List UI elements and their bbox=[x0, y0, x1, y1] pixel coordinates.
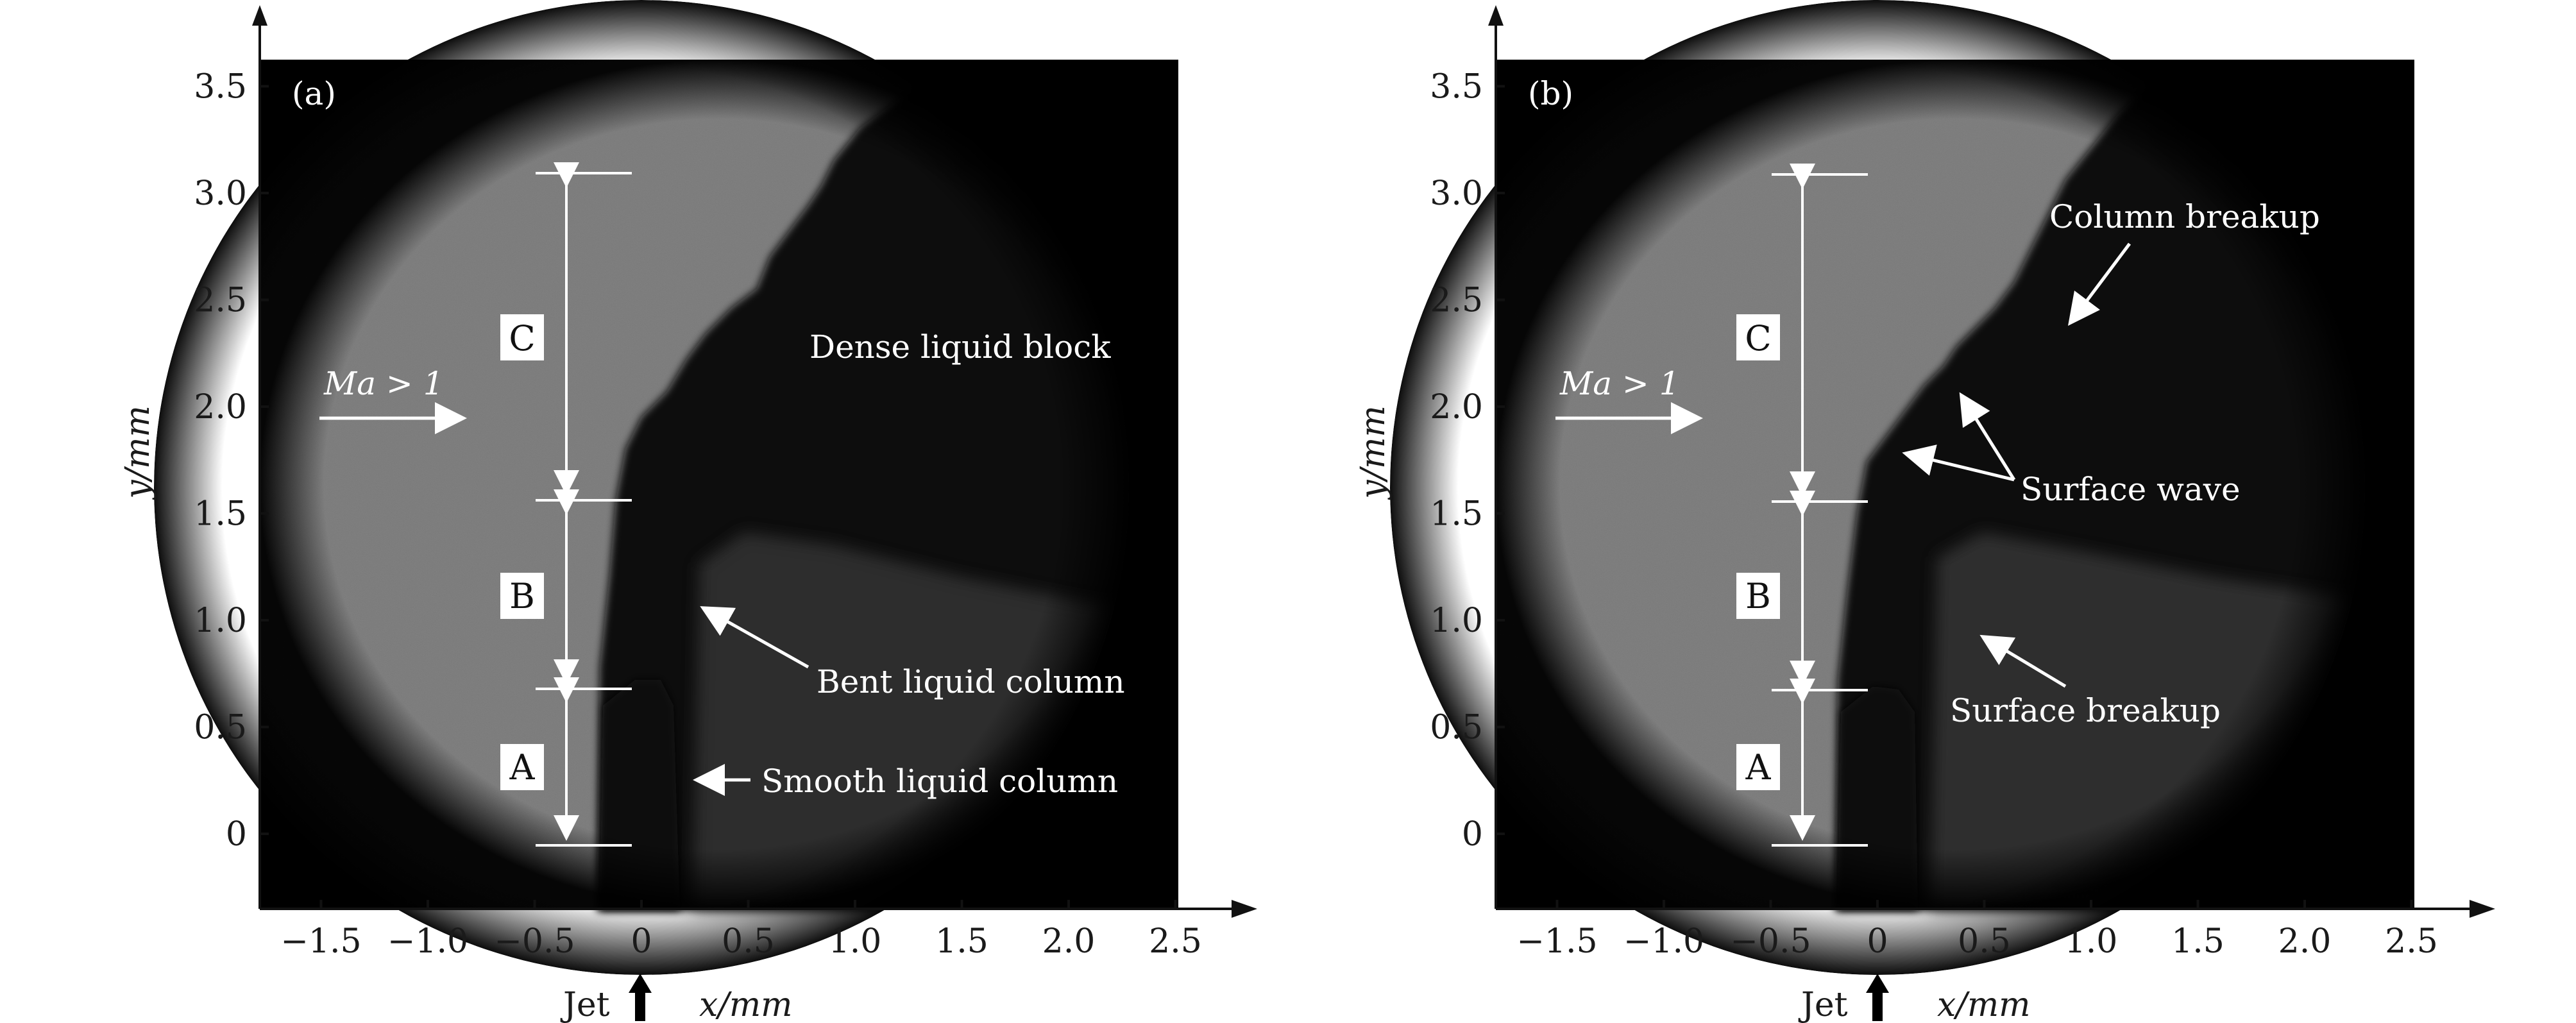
x-tick-label: −1.5 bbox=[1516, 922, 1597, 961]
x-tick-label: 0 bbox=[1867, 922, 1888, 961]
y-ticks-a: 0 0.5 1.0 1.5 2.0 2.5 3.0 3.5 bbox=[194, 68, 269, 854]
y-tick-label: 1.0 bbox=[1430, 602, 1483, 640]
flow-label-b: Ma > 1 bbox=[1559, 365, 1680, 402]
zone-bracket-a bbox=[536, 162, 632, 847]
arrow-column-breakup bbox=[2068, 242, 2131, 326]
svg-text:A: A bbox=[1745, 747, 1772, 788]
y-tick-label: 0 bbox=[226, 815, 247, 854]
zone-label-a-a: A bbox=[500, 744, 544, 790]
y-tick-label: 3.5 bbox=[1430, 68, 1483, 106]
x-tick-label: −1.5 bbox=[280, 922, 361, 961]
zone-label-a-b: A bbox=[1736, 744, 1780, 790]
svg-text:B: B bbox=[509, 576, 535, 616]
x-tick-label: 1.0 bbox=[2065, 922, 2118, 961]
y-tick-label: 3.0 bbox=[1430, 174, 1483, 213]
panel-a: 0 0.5 1.0 1.5 2.0 2.5 3.0 3.5 −1.5 −1.0 −0.5 0 0.5 1… bbox=[119, 0, 1257, 1023]
zone-label-b-a: B bbox=[500, 573, 544, 619]
axes-b bbox=[1488, 5, 2495, 918]
svg-text:B: B bbox=[1745, 576, 1771, 616]
arrow-surface-breakup bbox=[1979, 634, 2067, 688]
y-tick-label: 2.0 bbox=[1430, 388, 1483, 427]
flow-label-a: Ma > 1 bbox=[323, 365, 444, 402]
y-tick-label: 2.5 bbox=[194, 282, 247, 320]
y-tick-label: 1.5 bbox=[194, 495, 247, 534]
jet-label-b: Jet bbox=[1798, 986, 1848, 1023]
y-tick-label: 2.0 bbox=[194, 388, 247, 427]
y-tick-label: 1.5 bbox=[1430, 495, 1483, 534]
y-axis-label-b: y/mm bbox=[1354, 405, 1393, 500]
panel-label-a: (a) bbox=[292, 75, 336, 112]
y-tick-label: 0.5 bbox=[1430, 709, 1483, 747]
x-ticks-b: −1.5 −1.0 −0.5 0 0.5 1.0 1.5 2.0 2.5 bbox=[1516, 900, 2438, 961]
jet-label-a: Jet bbox=[560, 986, 610, 1023]
x-tick-label: −0.5 bbox=[494, 922, 575, 961]
zone-label-c-a: C bbox=[500, 314, 544, 360]
annotation-bent-liquid-column: Bent liquid column bbox=[817, 663, 1125, 700]
panel-b: 0 0.5 1.0 1.5 2.0 2.5 3.0 3.5 −1.5 −1.0 −0.5 0 0.5 1… bbox=[1354, 0, 2495, 1023]
y-tick-label: 3.0 bbox=[194, 174, 247, 213]
x-tick-label: 2.0 bbox=[1042, 922, 1096, 961]
x-tick-label: −1.0 bbox=[1623, 922, 1704, 961]
x-tick-label: 2.5 bbox=[2385, 922, 2438, 961]
arrow-surface-wave-2 bbox=[1902, 444, 2015, 482]
y-axis-label-a: y/mm bbox=[119, 405, 157, 500]
x-axis-label-b: x/mm bbox=[1937, 986, 2030, 1023]
jet-arrow-b bbox=[1866, 974, 1889, 1021]
schlieren-image-a bbox=[154, 0, 1178, 975]
svg-text:C: C bbox=[509, 318, 535, 359]
annotation-column-breakup: Column breakup bbox=[2049, 198, 2320, 235]
x-tick-label: 0.5 bbox=[1958, 922, 2011, 961]
x-ticks-a: −1.5 −1.0 −0.5 0 0.5 1.0 1.5 2.0 2.5 bbox=[280, 900, 1202, 961]
zone-label-b-b: B bbox=[1736, 573, 1780, 619]
annotation-surface-wave: Surface wave bbox=[2021, 471, 2241, 508]
x-tick-label: 0 bbox=[631, 922, 652, 961]
x-tick-label: 0.5 bbox=[722, 922, 775, 961]
x-tick-label: 1.5 bbox=[2171, 922, 2224, 961]
svg-text:C: C bbox=[1745, 318, 1771, 359]
x-tick-label: −0.5 bbox=[1730, 922, 1811, 961]
y-tick-label: 0.5 bbox=[194, 709, 247, 747]
panel-label-b: (b) bbox=[1528, 75, 1573, 112]
zone-bracket-b bbox=[1772, 164, 1868, 847]
x-tick-label: 1.5 bbox=[935, 922, 988, 961]
y-tick-label: 2.5 bbox=[1430, 282, 1483, 320]
x-tick-label: 2.5 bbox=[1149, 922, 1202, 961]
annotation-dense-liquid-block: Dense liquid block bbox=[809, 328, 1111, 366]
x-tick-label: −1.0 bbox=[387, 922, 468, 961]
annotation-smooth-liquid-column: Smooth liquid column bbox=[761, 763, 1118, 800]
zone-label-c-b: C bbox=[1736, 314, 1780, 360]
x-tick-label: 2.0 bbox=[2278, 922, 2332, 961]
annotation-surface-breakup: Surface breakup bbox=[1950, 692, 2221, 729]
y-tick-label: 1.0 bbox=[194, 602, 247, 640]
schlieren-image-b bbox=[1390, 0, 2414, 975]
svg-text:A: A bbox=[509, 747, 536, 788]
axes-a bbox=[252, 5, 1257, 918]
arrow-surface-wave-1 bbox=[1959, 392, 2016, 481]
x-tick-label: 1.0 bbox=[829, 922, 882, 961]
arrow-bent-liquid-column bbox=[700, 606, 809, 669]
y-tick-label: 0 bbox=[1462, 815, 1483, 854]
y-ticks-b: 0 0.5 1.0 1.5 2.0 2.5 3.0 3.5 bbox=[1430, 68, 1505, 854]
x-axis-label-a: x/mm bbox=[699, 986, 792, 1023]
y-tick-label: 3.5 bbox=[194, 68, 247, 106]
jet-arrow-a bbox=[629, 974, 652, 1021]
